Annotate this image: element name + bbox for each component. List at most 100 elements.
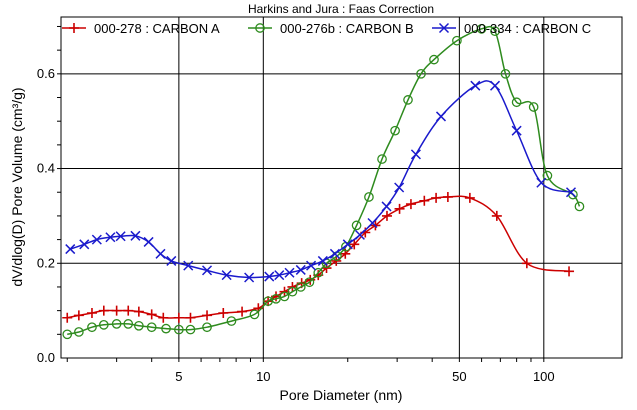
chart-title: Harkins and Jura : Faas Correction	[248, 2, 434, 16]
data-point	[403, 95, 413, 105]
data-point	[237, 306, 248, 317]
data-point	[221, 270, 232, 281]
data-point	[183, 260, 194, 271]
data-point	[536, 177, 547, 188]
data-point	[185, 312, 196, 323]
data-point	[470, 80, 481, 91]
series-2	[62, 23, 585, 340]
data-point	[410, 149, 421, 160]
data-point	[185, 324, 196, 335]
x-tick-label: 5	[175, 369, 182, 384]
plot-frame	[60, 16, 623, 359]
legend: 000-278 : CARBON A 000-276b : CARBON B 000…	[62, 21, 591, 36]
data-point	[62, 329, 73, 340]
data-point	[431, 192, 442, 203]
data-point	[134, 320, 144, 331]
data-point	[528, 102, 539, 112]
data-point	[146, 309, 157, 320]
data-point	[329, 248, 340, 259]
data-point	[174, 324, 184, 335]
data-point	[342, 239, 353, 250]
data-point	[435, 111, 447, 122]
data-point	[511, 97, 522, 108]
data-point	[111, 319, 122, 329]
data-point	[429, 54, 439, 65]
data-point	[476, 23, 487, 34]
data-point	[367, 217, 378, 229]
data-point	[111, 305, 122, 316]
data-point	[521, 258, 532, 269]
data-point	[491, 210, 502, 221]
data-point	[287, 286, 298, 297]
data-point	[166, 255, 177, 266]
data-point	[364, 192, 374, 202]
data-point	[304, 277, 315, 288]
x-tick-label: 50	[452, 369, 466, 384]
y-axis-label: dV/dlog(D) Pore Volume (cm³/g)	[9, 87, 25, 286]
y-tick-label: 0.0	[37, 350, 55, 365]
data-point	[79, 239, 90, 250]
data-point	[173, 312, 184, 323]
data-point	[442, 191, 453, 202]
legend-item-3: 000-334 : CARBON C	[432, 21, 591, 36]
data-point	[201, 265, 213, 276]
data-point	[295, 282, 306, 292]
legend-marker	[255, 23, 265, 33]
x-tick-label: 100	[533, 369, 555, 384]
data-point	[130, 230, 141, 241]
data-point	[271, 293, 281, 304]
data-point	[295, 264, 306, 275]
data-point	[155, 248, 166, 259]
y-tick-label: 0.2	[37, 255, 55, 270]
data-point	[490, 26, 500, 37]
data-point	[564, 266, 575, 277]
data-point	[565, 187, 577, 198]
data-point	[226, 316, 237, 326]
legend-marker	[69, 23, 79, 33]
legend-marker	[438, 22, 450, 34]
data-point	[351, 220, 362, 231]
data-point	[416, 68, 426, 79]
data-point	[98, 305, 109, 316]
data-point	[105, 232, 116, 243]
x-tick-label: 10	[256, 369, 270, 384]
data-point	[306, 260, 317, 271]
data-point	[279, 291, 290, 302]
data-point	[87, 322, 97, 333]
series-layer	[62, 23, 585, 340]
data-point	[489, 80, 501, 91]
data-point	[377, 154, 387, 164]
series-3	[65, 80, 577, 283]
data-point	[542, 170, 553, 181]
data-point	[202, 322, 212, 333]
series-line	[67, 25, 581, 336]
data-point	[511, 125, 522, 136]
data-point	[202, 310, 213, 321]
data-point	[464, 192, 475, 203]
data-point	[354, 229, 365, 240]
data-point	[284, 267, 295, 278]
data-point	[158, 312, 169, 323]
data-point	[394, 182, 405, 193]
x-axis-label: Pore Diameter (nm)	[280, 387, 403, 403]
data-point	[381, 201, 392, 212]
data-point	[249, 309, 260, 320]
data-point	[133, 306, 144, 317]
data-point	[73, 310, 84, 321]
data-point	[419, 195, 430, 206]
plot-background	[61, 17, 622, 358]
legend-label: 000-276b : CARBON B	[280, 21, 414, 36]
legend-item-1: 000-278 : CARBON A	[62, 21, 220, 36]
data-point	[274, 270, 285, 281]
data-point	[574, 201, 585, 212]
data-point	[381, 210, 392, 221]
legend-label: 000-334 : CARBON C	[464, 21, 591, 36]
legend-label: 000-278 : CARBON A	[94, 21, 220, 36]
data-point	[264, 271, 275, 282]
data-point	[146, 322, 157, 333]
data-point	[317, 255, 328, 266]
data-point	[91, 234, 102, 245]
data-point	[313, 267, 324, 278]
data-point	[98, 319, 109, 330]
